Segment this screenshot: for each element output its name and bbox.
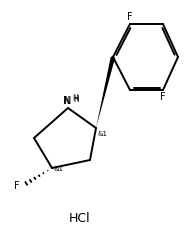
Text: H: H — [73, 95, 79, 104]
Text: N: N — [63, 96, 71, 106]
Text: F: F — [160, 92, 166, 102]
Polygon shape — [96, 56, 115, 128]
Text: H: H — [72, 94, 78, 103]
Text: N: N — [64, 96, 72, 106]
Text: &1: &1 — [53, 166, 63, 172]
Text: F: F — [127, 12, 133, 22]
Text: HCl: HCl — [69, 211, 91, 225]
Text: &1: &1 — [97, 131, 107, 137]
Text: F: F — [14, 181, 20, 191]
